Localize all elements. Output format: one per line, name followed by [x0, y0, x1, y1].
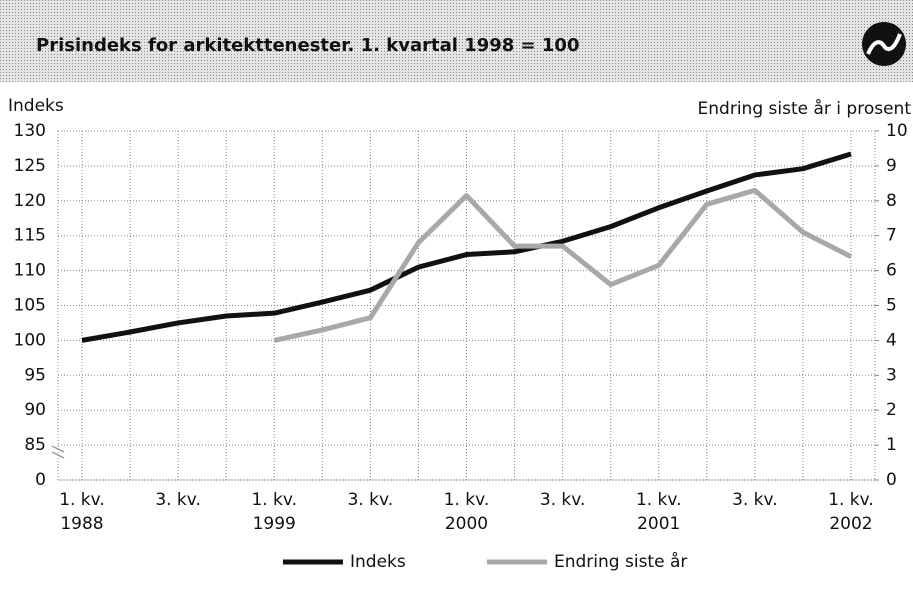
x-tick-label: 1. kv. — [636, 490, 682, 510]
y2-tick-label: 8 — [886, 191, 897, 211]
chart-title: Prisindeks for arkitekttenester. 1. kvar… — [36, 35, 579, 56]
y2-axis-label: Endring siste år i prosent — [698, 98, 912, 119]
x-tick-year: 2002 — [829, 514, 872, 534]
x-tick-label: 3. kv. — [348, 490, 394, 510]
x-tick-label: 1. kv. — [251, 490, 297, 510]
y-tick-label: 85 — [24, 435, 46, 455]
y-tick-label: 125 — [14, 156, 46, 176]
y2-tick-label: 2 — [886, 400, 897, 420]
y-tick-label: 110 — [14, 261, 46, 281]
y-tick-label: 0 — [35, 470, 46, 490]
y2-tick-label: 7 — [886, 226, 897, 246]
x-tick-year: 2000 — [445, 514, 488, 534]
y-tick-label: 130 — [14, 121, 46, 141]
y2-tick-label: 3 — [886, 365, 897, 385]
x-tick-year: 1999 — [253, 514, 296, 534]
x-tick-label: 3. kv. — [155, 490, 201, 510]
x-tick-label: 1. kv. — [828, 490, 874, 510]
legend-label: Endring siste år — [554, 551, 687, 572]
series-line — [81, 151, 852, 343]
x-tick-year: 2001 — [637, 514, 680, 534]
y-tick-label: 115 — [14, 226, 46, 246]
logo-mark — [866, 33, 902, 55]
y2-tick-label: 1 — [886, 435, 897, 455]
x-tick-year: 1988 — [60, 514, 103, 534]
y-tick-label: 90 — [24, 400, 46, 420]
axis-break — [51, 445, 65, 459]
y2-tick-label: 9 — [886, 156, 897, 176]
title-bar — [0, 0, 913, 82]
x-tick-label: 1. kv. — [444, 490, 490, 510]
y2-tick-label: 4 — [886, 330, 897, 350]
y2-tick-label: 10 — [886, 121, 908, 141]
y-tick-label: 95 — [24, 365, 46, 385]
x-tick-label: 1. kv. — [59, 490, 105, 510]
series-line — [273, 187, 853, 343]
y-axis-label: Indeks — [8, 96, 64, 116]
y2-tick-label: 6 — [886, 261, 897, 281]
y-tick-label: 100 — [14, 330, 46, 350]
y-tick-label: 120 — [14, 191, 46, 211]
y2-tick-label: 5 — [886, 296, 897, 316]
x-tick-label: 3. kv. — [732, 490, 778, 510]
y-tick-label: 105 — [14, 296, 46, 316]
y2-tick-label: 0 — [886, 470, 897, 490]
legend-label: Indeks — [350, 552, 406, 572]
x-tick-label: 3. kv. — [540, 490, 586, 510]
